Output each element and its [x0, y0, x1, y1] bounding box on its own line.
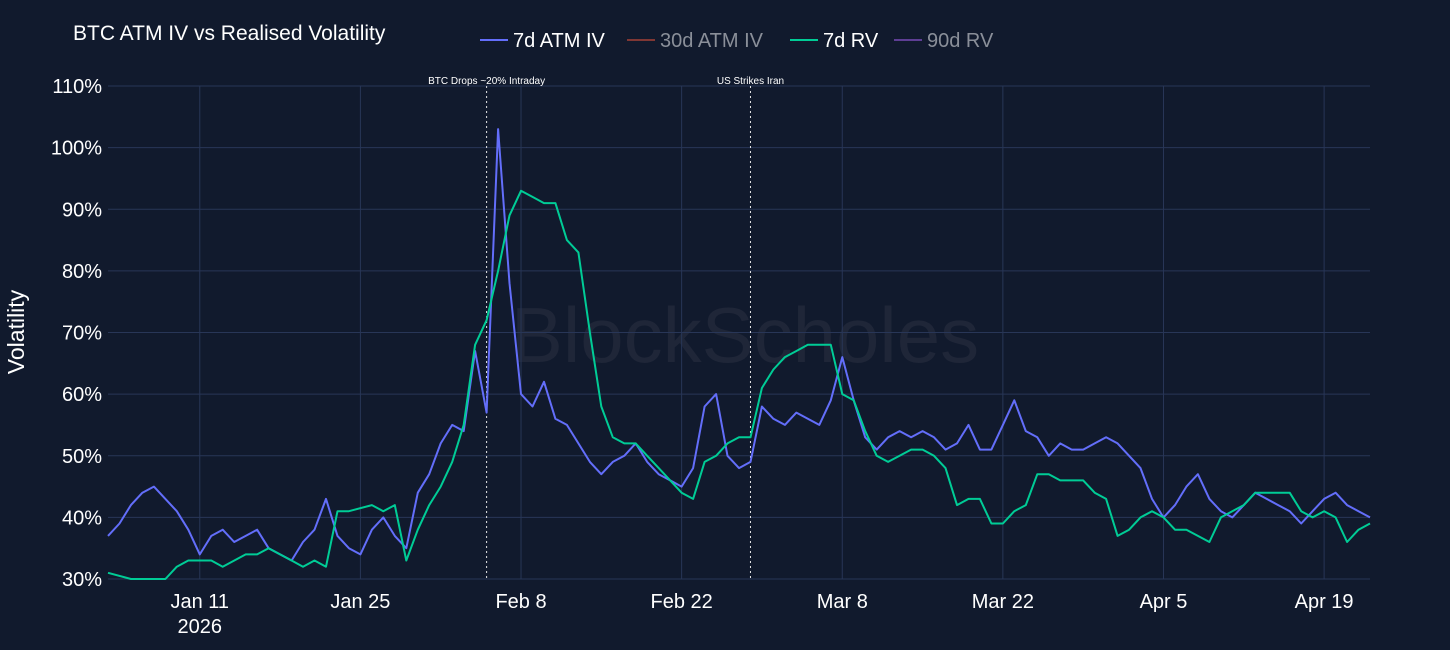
x-tick-label: Feb 8: [495, 591, 546, 613]
legend-item-7d-atm-iv[interactable]: 7d ATM IV: [480, 30, 606, 52]
y-tick-label: 60%: [62, 384, 102, 406]
legend-item-7d-rv[interactable]: 7d RV: [790, 30, 879, 52]
series-line-7d-rv: [107, 189, 1371, 580]
x-tick-label: Apr 19: [1295, 591, 1354, 613]
y-tick-label: 100%: [51, 138, 102, 160]
legend-label: 7d RV: [823, 30, 879, 52]
legend-item-90d-rv[interactable]: 90d RV: [894, 30, 994, 52]
y-tick-label: 30%: [62, 569, 102, 591]
legend-label: 90d RV: [927, 30, 994, 52]
y-tick-label: 80%: [62, 261, 102, 283]
x-tick-label: Jan 25: [330, 591, 390, 613]
y-tick-label: 50%: [62, 446, 102, 468]
grid-layer: [108, 85, 1370, 580]
chart-title: BTC ATM IV vs Realised Volatility: [73, 22, 386, 45]
event-annotation-label: US Strikes Iran: [717, 76, 784, 87]
legend-label: 30d ATM IV: [660, 30, 764, 52]
x-tick-label: Jan 11: [170, 591, 229, 613]
legend[interactable]: 7d ATM IV 30d ATM IV 7d RV 90d RV: [480, 30, 994, 52]
x-tick-label: Mar 8: [817, 591, 868, 613]
y-tick-label: 110%: [52, 76, 102, 98]
y-tick-label: 90%: [62, 199, 102, 221]
series-layer: [107, 128, 1371, 580]
watermark-text: BlockScholes: [511, 291, 979, 379]
series-line-7d-atm-iv: [107, 128, 1371, 562]
event-annotation-label: BTC Drops ~20% Intraday: [428, 76, 545, 87]
y-axis: 30% 40% 50% 60% 70% 80% 90% 100% 110%: [51, 76, 102, 591]
x-tick-label: Feb 22: [651, 591, 713, 613]
legend-item-30d-atm-iv[interactable]: 30d ATM IV: [627, 30, 764, 52]
y-tick-label: 70%: [62, 323, 102, 345]
x-tick-label: Mar 22: [972, 591, 1034, 613]
annotation-layer: BTC Drops ~20% Intraday US Strikes Iran: [428, 76, 784, 579]
x-tick-label: Apr 5: [1140, 591, 1188, 613]
x-tick-sublabel: 2026: [178, 616, 223, 638]
y-tick-label: 40%: [62, 507, 102, 529]
y-axis-title: Volatility: [3, 289, 29, 374]
x-axis: Jan 11 2026 Jan 25 Feb 8 Feb 22 Mar 8 Mar 22 Ap…: [170, 591, 1353, 638]
legend-label: 7d ATM IV: [513, 30, 606, 52]
